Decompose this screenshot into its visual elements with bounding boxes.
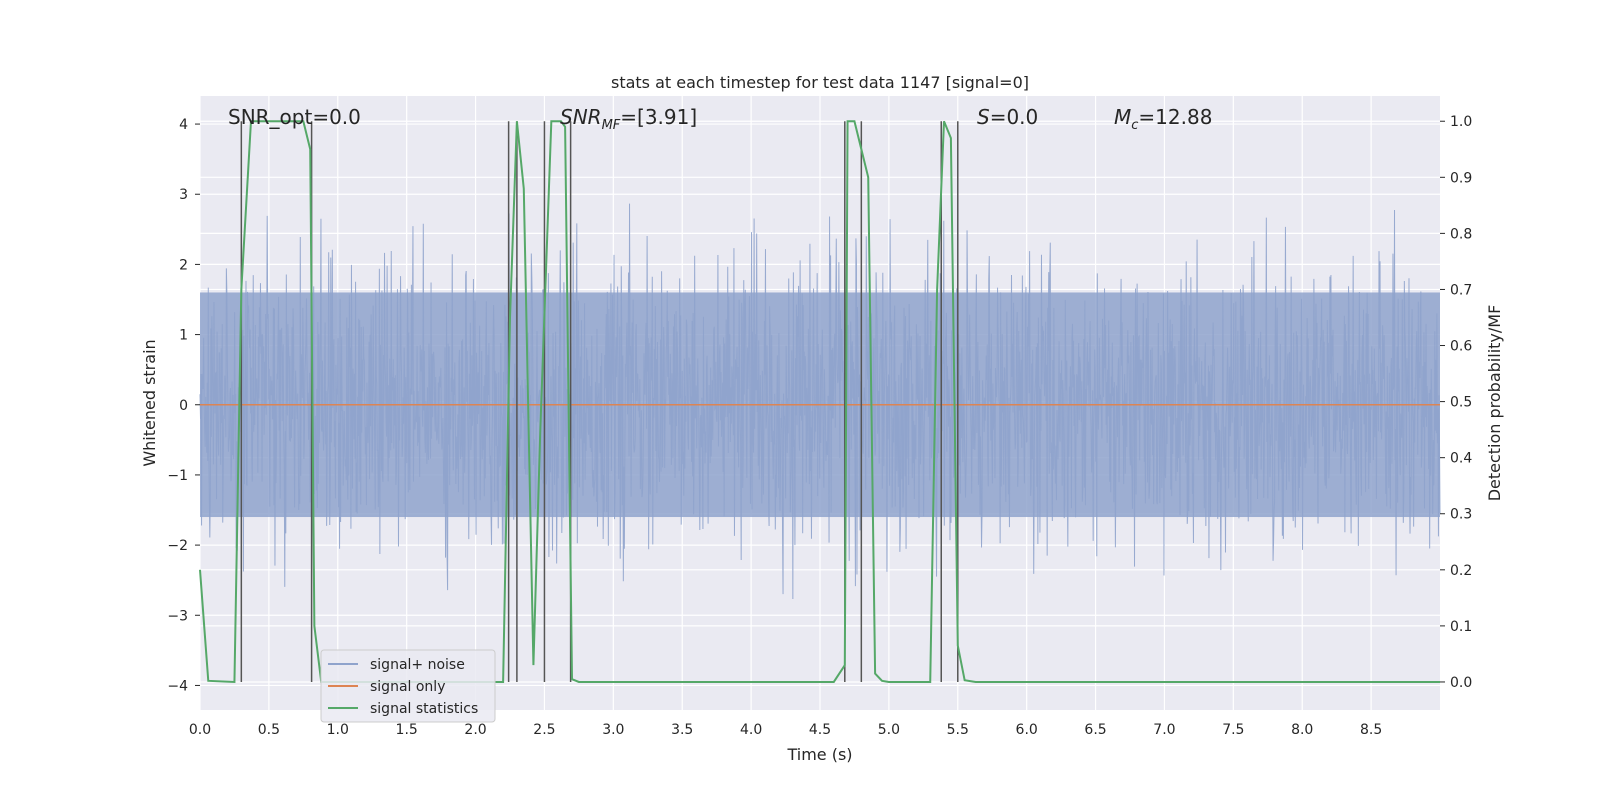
annotation-mc-sub: c [1131,118,1138,133]
annotation-mc: Mc=12.88 [1114,105,1212,133]
y-right-tick-labels: 1.0 0.9 0.8 0.7 0.6 0.5 0.4 0.3 0.2 0.1 0.0 [1440,114,1472,691]
noise-trace [199,203,1441,599]
y-left-axis-label: Whitened strain [140,339,159,466]
legend: signal+ noise signal only signal statist… [320,649,496,723]
x-axis-label: Time (s) [786,745,852,764]
annotation-s: S=0.0 [977,105,1038,129]
x-tick-label: 4.0 [740,722,762,738]
y-left-tick-label: −1 [167,468,188,484]
y-right-tick-label: 0.9 [1450,170,1472,186]
y-left-tick-label: −4 [167,678,188,694]
y-right-axis-label: Detection probability/MF [1485,305,1504,502]
y-right-tick-label: 0.4 [1450,451,1472,467]
x-tick-label: 3.0 [602,722,624,738]
x-tick-label: 0.0 [189,722,211,738]
y-left-tick-label: 4 [179,117,188,133]
legend-label-signal-plus-noise: signal+ noise [370,657,465,673]
y-left-tick-labels: 4 3 2 1 0 −1 −2 −3 −4 [167,117,200,694]
y-left-tick-label: 3 [179,187,188,203]
annotation-snr-mf-value: =[3.91] [620,105,697,129]
x-tick-label: 2.5 [533,722,555,738]
y-left-tick-label: −2 [167,538,188,554]
y-left-tick-label: −3 [167,608,188,624]
x-tick-label: 8.0 [1291,722,1313,738]
annotation-mc-main: M [1114,105,1131,129]
x-tick-label: 7.5 [1222,722,1244,738]
annotation-snr-mf: SNRMF=[3.91] [560,105,697,133]
y-right-tick-label: 0.3 [1450,507,1472,523]
y-right-tick-label: 0.2 [1450,563,1472,579]
legend-label-signal-statistics: signal statistics [370,701,478,717]
y-right-tick-label: 0.5 [1450,395,1472,411]
x-tick-label: 6.5 [1084,722,1106,738]
x-tick-label: 1.5 [396,722,418,738]
y-left-tick-label: 1 [179,328,188,344]
legend-box [320,649,496,723]
x-tick-labels: 0.0 0.5 1.0 1.5 2.0 2.5 3.0 3.5 4.0 4.5 5.0 5.5 6.0 6… [189,722,1382,738]
annotation-snr-mf-sub: MF [602,118,621,133]
annotation-snr-opt: SNR_opt=0.0 [228,105,361,129]
y-left-tick-label: 0 [179,398,188,414]
y-right-tick-label: 0.6 [1450,339,1472,355]
x-tick-label: 8.5 [1360,722,1382,738]
legend-label-signal-only: signal only [370,679,445,695]
y-left-tick-label: 2 [179,257,188,273]
series-signal-statistics [199,120,1440,684]
x-tick-label: 4.5 [809,722,831,738]
y-right-tick-label: 1.0 [1450,114,1472,130]
x-tick-label: 5.0 [878,722,900,738]
y-right-tick-label: 0.1 [1450,619,1472,635]
annotation-mc-value: =12.88 [1138,105,1212,129]
x-tick-label: 6.0 [1016,722,1038,738]
x-tick-label: 2.0 [464,722,486,738]
chart-title: stats at each timestep for test data 114… [611,73,1029,92]
annotation-s-value: =0.0 [990,105,1039,129]
y-right-tick-label: 0.8 [1450,226,1472,242]
x-tick-label: 1.0 [327,722,349,738]
x-tick-label: 5.5 [947,722,969,738]
annotation-s-main: S [977,105,990,129]
x-tick-label: 3.5 [671,722,693,738]
annotation-snr-mf-main: SNR [560,105,602,129]
y-right-tick-label: 0.0 [1450,675,1472,691]
y-right-tick-label: 0.7 [1450,282,1472,298]
x-tick-label: 7.0 [1153,722,1175,738]
x-tick-label: 0.5 [258,722,280,738]
